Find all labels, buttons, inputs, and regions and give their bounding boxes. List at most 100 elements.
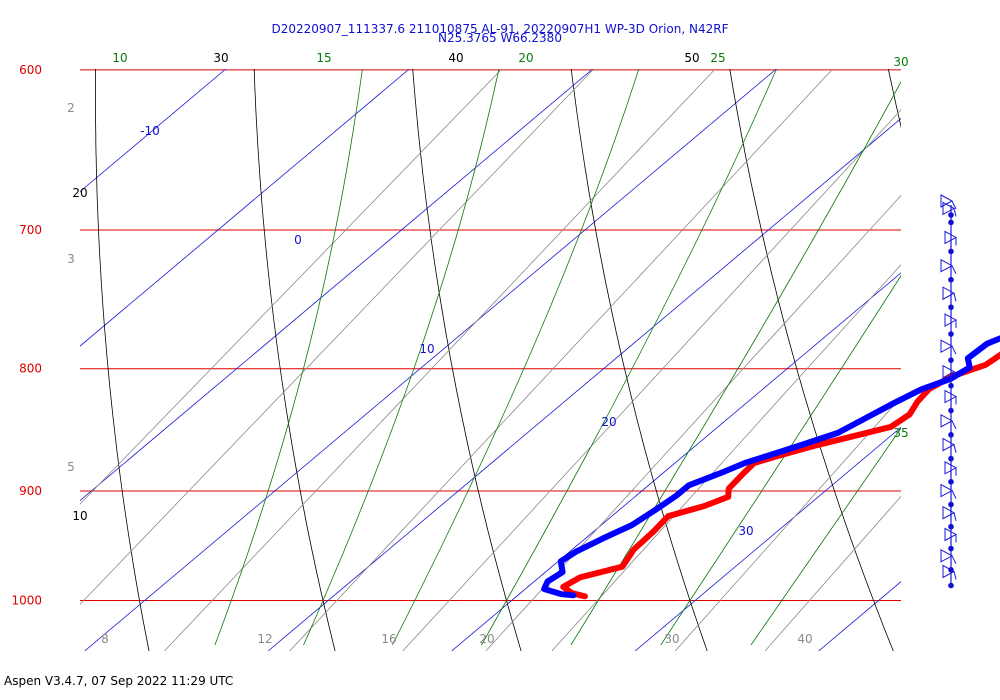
dry-adiabat-label: 20 [72,186,87,200]
moist-adiabat-label: 15 [316,51,331,65]
wind-level-dot [948,331,954,337]
wind-level-dot [948,357,954,363]
wind-barb-flag [940,414,954,428]
wind-barb-flag [942,364,956,379]
mixing-ratio-line [289,69,833,651]
isobar-label: 600 [19,63,42,77]
wind-barb-flag [942,201,956,216]
wind-barb-shaft [951,265,957,274]
wind-barb-shaft [953,444,957,453]
wind-level-dot [948,407,954,414]
isotherm-line [0,69,42,651]
wind-barb-flag [940,339,954,354]
dry-adiabat-label: 40 [448,51,463,65]
dry-adiabat-line [570,69,708,651]
wind-barb-shaft [951,490,957,499]
wind-barb-flag [942,437,956,452]
wind-barb-flag [944,313,958,327]
isotherm-line [80,69,227,193]
dewpoint-trace [541,335,1000,599]
isobar-label: 700 [19,223,42,237]
moist-adiabat-line [391,69,640,646]
wind-barb-flag [944,389,958,404]
isotherm-line [80,69,410,347]
wind-level-dot [948,212,954,218]
isotherm-line [84,69,777,651]
software-footer: Aspen V3.4.7, 07 Sep 2022 11:29 UTC [4,674,234,688]
mixing-ratio-label: 3 [67,252,75,266]
mixing-ratio-line [674,396,901,651]
wind-barb-shaft [953,371,957,380]
isobar-label: 1000 [11,594,42,608]
dry-adiabat-line [95,69,150,651]
mixing-ratio-label: 8 [101,632,109,646]
moist-adiabat-line [214,69,363,646]
moist-adiabat-group [214,69,901,646]
isotherm-label: 30 [738,524,753,538]
moist-adiabat-label: 25 [710,51,725,65]
mixing-ratio-label: 20 [479,632,494,646]
moist-adiabat-line [750,427,901,646]
isotherm-label: -10 [140,124,160,138]
wind-barb-flag [942,505,956,520]
isobar-label: 800 [19,362,42,376]
wind-barb-flag [944,230,958,245]
isotherm-line [451,272,901,651]
mixing-ratio-line [402,109,901,651]
wind-barb-shaft [951,420,957,430]
mixing-ratio-label: 16 [381,632,396,646]
isotherm-label: 0 [294,233,302,247]
mixing-ratio-label: 12 [257,632,272,646]
mixing-ratio-label: 5 [67,460,75,474]
wind-level-dot [948,501,954,508]
mixing-ratio-label: 40 [797,632,812,646]
wind-barb-shaft [951,345,957,355]
wind-barb-shaft [953,293,957,302]
wind-level-dot [948,582,954,589]
wind-level-dot [948,276,954,283]
wind-level-dot [948,248,954,255]
wind-barb-flag [944,527,958,542]
mixing-ratio-line [551,264,901,651]
wind-barb-shaft [953,208,957,217]
wind-level-dot [948,382,954,389]
chart-subtitle: N25.3765 W66.2380 [438,31,562,45]
mixing-ratio-line [764,495,901,651]
mixing-ratio-group [80,69,901,651]
wind-barb-flag [942,286,956,301]
isotherm-label: 20 [601,415,616,429]
dry-adiabat-label: 30 [213,51,228,65]
isotherm-line [80,69,594,502]
dry-adiabat-line [887,69,901,129]
wind-level-dot [948,432,954,438]
moist-adiabat-line [481,69,777,646]
chart-title: D20220907_111337.6 211010875 AL-91, 2022… [271,22,729,36]
isotherm-line [818,581,901,651]
isotherm-line [267,117,901,651]
isotherm-line [634,426,901,651]
mixing-ratio-label: 30 [664,632,679,646]
dry-adiabat-line [253,69,336,651]
wind-barb-flag [940,483,954,498]
wind-level-dot [948,479,954,485]
wind-barbs [940,194,958,589]
moist-adiabat-line [570,80,901,646]
wind-barb-shaft [951,200,957,210]
dry-adiabat-group [95,69,901,651]
mixing-ratio-line [80,69,503,505]
isobar-group [80,69,901,601]
wind-barb-flag [942,564,956,579]
isotherm-label: 10 [419,342,434,356]
wind-level-dot [948,523,954,530]
mixing-ratio-line [164,69,716,651]
moist-adiabat-line [660,275,901,646]
moist-adiabat-label: 30 [893,55,908,69]
moist-adiabat-line [303,69,500,646]
dry-adiabat-label: 50 [684,51,699,65]
wind-level-dot [948,304,954,311]
mixing-ratio-line [80,69,595,605]
moist-adiabat-label: 35 [893,426,908,440]
isotherm-group [0,69,901,651]
dry-adiabat-line [412,69,522,651]
